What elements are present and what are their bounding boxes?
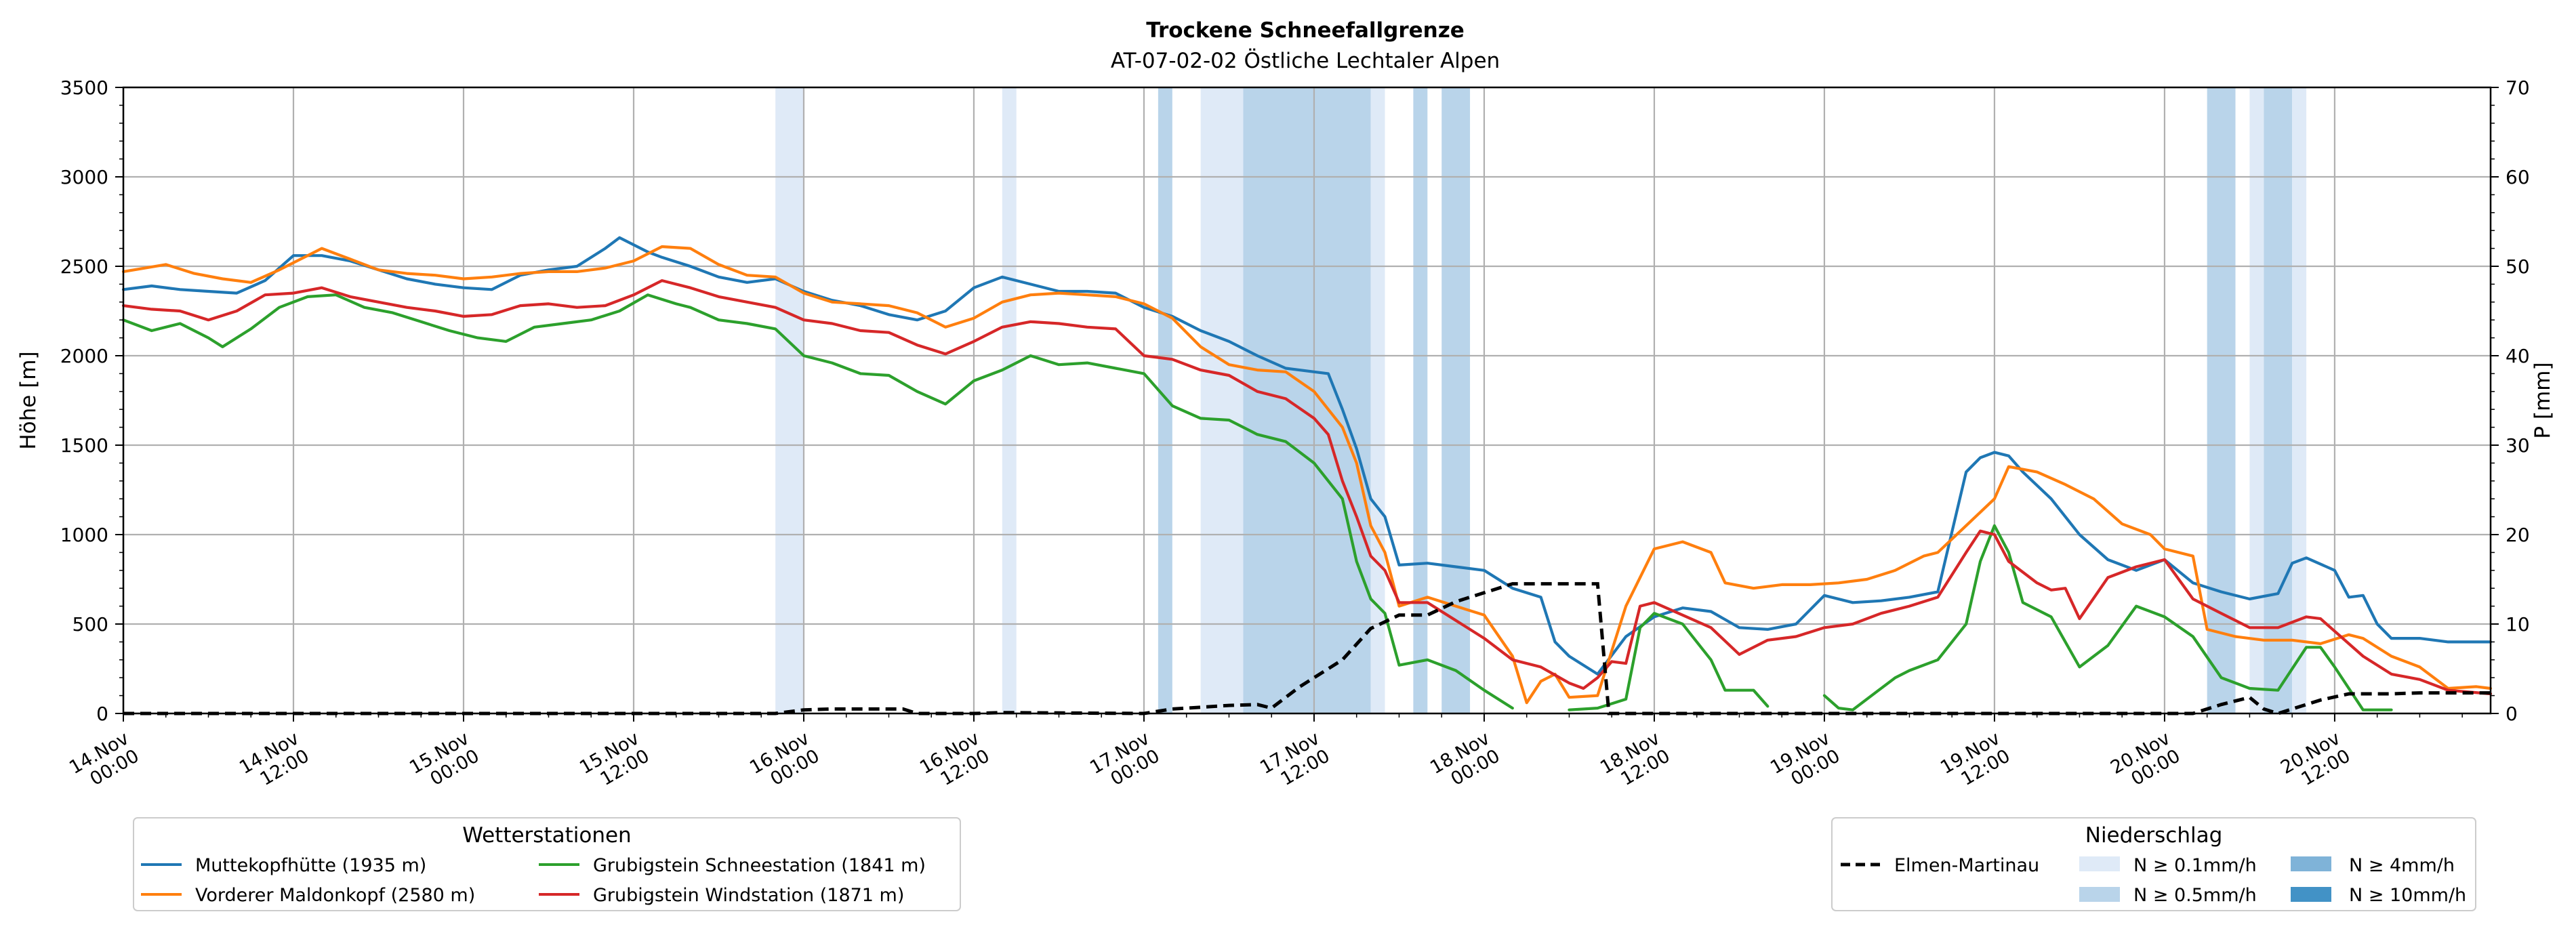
y-tick-label-2: 1000 xyxy=(60,524,108,546)
y2-tick-label-6: 60 xyxy=(2506,166,2530,188)
y2-tick-label-1: 10 xyxy=(2506,613,2530,636)
y-tick-label-0: 0 xyxy=(96,703,108,725)
legend-stations-title: Wetterstationen xyxy=(462,823,631,848)
x-tick-label-6: 17.Nov00:00 xyxy=(1086,728,1163,796)
legend-swatch-n4 xyxy=(2291,856,2331,871)
legend-label-n01: N ≥ 0.1mm/h xyxy=(2133,855,2257,876)
y-tick-label-7: 3500 xyxy=(60,77,108,99)
y2-tick-label-4: 40 xyxy=(2506,345,2530,367)
chart-subtitle: AT-07-02-02 Östliche Lechtaler Alpen xyxy=(1111,48,1500,73)
precip-band-9 xyxy=(2249,87,2264,713)
precip-band-1 xyxy=(1002,87,1017,713)
y2-axis-label: P [mm] xyxy=(2531,362,2555,438)
x-tick-label-9: 18.Nov12:00 xyxy=(1597,728,1673,796)
x-tick-label-10: 19.Nov00:00 xyxy=(1767,728,1843,796)
legend-swatch-n10 xyxy=(2291,887,2331,902)
x-tick-label-11: 19.Nov12:00 xyxy=(1937,728,2013,796)
precip-band-4 xyxy=(1243,87,1371,713)
x-tick-label-5: 16.Nov12:00 xyxy=(916,728,993,796)
y-axis-label: Höhe [m] xyxy=(16,351,41,449)
precip-band-3 xyxy=(1200,87,1244,713)
x-tick-label-7: 17.Nov12:00 xyxy=(1256,728,1333,796)
legend-label-n10: N ≥ 10mm/h xyxy=(2349,885,2466,906)
y-tick-label-3: 1500 xyxy=(60,434,108,457)
x-tick-label-1: 14.Nov12:00 xyxy=(236,728,312,796)
legend-label-n4: N ≥ 4mm/h xyxy=(2349,855,2455,876)
y-tick-label-1: 500 xyxy=(73,613,108,636)
precip-band-10 xyxy=(2264,87,2293,713)
legend-label-muttekopf: Muttekopfhütte (1935 m) xyxy=(195,855,426,876)
precip-band-6 xyxy=(1413,87,1428,713)
legend-swatch-n05 xyxy=(2079,887,2120,902)
y-tick-label-6: 3000 xyxy=(60,166,108,188)
legend-label-windstation: Grubigstein Windstation (1871 m) xyxy=(593,885,904,906)
y2-tick-label-3: 30 xyxy=(2506,434,2530,457)
legend-swatch-n01 xyxy=(2079,856,2120,871)
x-tick-label-0: 14.Nov00:00 xyxy=(66,728,142,796)
x-tick-label-4: 16.Nov00:00 xyxy=(746,728,823,796)
plot-frame xyxy=(122,86,2492,715)
grid-lines xyxy=(122,86,2491,715)
y-tick-label-5: 2500 xyxy=(60,255,108,278)
x-tick-label-3: 15.Nov12:00 xyxy=(576,728,653,796)
y2-tick-label-5: 50 xyxy=(2506,255,2530,278)
precip-band-0 xyxy=(775,87,804,713)
y2-tick-label-2: 20 xyxy=(2506,524,2530,546)
series-line-3 xyxy=(121,279,2493,696)
series-line-1 xyxy=(121,245,2493,705)
precip-band-11 xyxy=(2292,87,2307,713)
series-line-2 xyxy=(121,293,2393,711)
legend-label-schneestation: Grubigstein Schneestation (1841 m) xyxy=(593,855,926,876)
x-tick-label-12: 20.Nov00:00 xyxy=(2107,728,2184,796)
y2-tick-label-0: 0 xyxy=(2506,703,2518,725)
y-tick-label-4: 2000 xyxy=(60,345,108,367)
x-tick-label-13: 20.Nov12:00 xyxy=(2277,728,2354,796)
legend-stations: Wetterstationen Muttekopfhütte (1935 m) … xyxy=(133,817,961,911)
legend-label-n05: N ≥ 0.5mm/h xyxy=(2133,885,2257,906)
x-tick-label-8: 18.Nov00:00 xyxy=(1427,728,1503,796)
legend-precip-title: Niederschlag xyxy=(2085,823,2223,848)
precip-bands xyxy=(775,87,2307,713)
legend-precip: Niederschlag Elmen-Martinau N ≥ 0.1mm/h … xyxy=(1831,817,2476,911)
precip-band-5 xyxy=(1370,87,1385,713)
y2-tick-label-7: 70 xyxy=(2506,77,2530,99)
station-lines xyxy=(121,236,2493,711)
chart-title: Trockene Schneefallgrenze xyxy=(1146,18,1465,43)
x-tick-label-2: 15.Nov00:00 xyxy=(406,728,483,796)
series-line-0 xyxy=(121,236,2493,676)
legend-label-maldonkopf: Vorderer Maldonkopf (2580 m) xyxy=(195,885,475,906)
legend-label-elmen: Elmen-Martinau xyxy=(1894,855,2039,876)
precip-band-2 xyxy=(1158,87,1172,713)
